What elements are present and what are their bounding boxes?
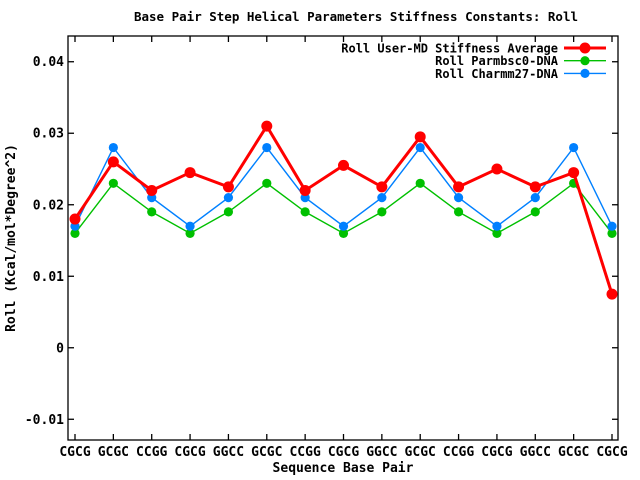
data-point-series-0 [299, 184, 311, 196]
data-point-series-2 [377, 193, 387, 203]
y-tick-label: 0.04 [33, 55, 64, 70]
x-tick-label: CCGG [136, 445, 167, 460]
axis-ticks [68, 36, 618, 440]
legend-label: Roll User-MD Stiffness Average [341, 42, 558, 56]
data-point-series-0 [606, 288, 618, 300]
data-point-series-1 [70, 228, 80, 238]
data-point-series-0 [376, 181, 388, 193]
data-point-series-0 [184, 167, 196, 179]
data-point-series-1 [223, 207, 234, 217]
legend-label: Roll Charmm27-DNA [435, 67, 559, 81]
data-point-series-0 [222, 181, 234, 193]
data-point-series-1 [492, 228, 502, 238]
data-point-series-2 [338, 221, 349, 231]
data-point-series-2 [453, 193, 464, 203]
x-tick-label: GGCC [520, 445, 551, 460]
legend-marker [579, 42, 591, 54]
data-point-series-0 [491, 163, 503, 175]
legend-marker [580, 56, 590, 66]
data-point-series-1 [338, 228, 349, 238]
x-tick-label: GCGC [98, 445, 129, 460]
x-tick-label: CCGG [443, 445, 474, 460]
data-point-series-2 [415, 142, 425, 153]
data-point-series-0 [414, 131, 426, 143]
data-point-series-0 [529, 181, 541, 193]
x-tick-label: CGCG [59, 445, 90, 460]
y-tick-label: 0.01 [33, 270, 64, 285]
x-tick-label: GCGC [405, 445, 436, 460]
x-tick-label: GCGC [558, 445, 589, 460]
x-axis-label: Sequence Base Pair [273, 461, 414, 476]
x-tick-label: GGCC [213, 445, 244, 460]
data-point-series-0 [338, 159, 349, 171]
data-point-series-2 [492, 221, 502, 231]
data-point-series-1 [300, 207, 310, 217]
x-tick-label: GGCC [366, 445, 397, 460]
data-point-series-1 [147, 207, 157, 217]
data-point-series-0 [453, 181, 465, 193]
data-point-series-1 [262, 178, 272, 188]
data-series [69, 120, 618, 300]
y-tick-labels: 0.04 0.03 0.02 0.01 0 -0.01 [25, 55, 64, 428]
data-point-series-1 [453, 207, 464, 217]
data-point-series-0 [146, 184, 158, 196]
y-axis-label: Roll (Kcal/mol*Degree^2) [4, 144, 19, 332]
data-point-series-0 [69, 213, 81, 225]
x-tick-labels: CGCG GCGC CCGG CGCG GGCC GCGC CCGG CGCG GGCC GCGC… [59, 445, 627, 460]
data-point-series-0 [261, 120, 273, 132]
data-point-series-1 [108, 178, 118, 188]
y-tick-label: 0.03 [33, 127, 64, 142]
legend-label: Roll Parmbsc0-DNA [435, 54, 559, 68]
y-tick-label: 0.02 [33, 198, 64, 213]
plot-border [67, 35, 619, 441]
data-point-series-2 [223, 193, 234, 203]
chart-title: Base Pair Step Helical Parameters Stiffn… [134, 9, 578, 24]
y-tick-label: -0.01 [25, 413, 64, 428]
data-point-series-2 [530, 193, 540, 203]
data-point-series-1 [530, 207, 540, 217]
data-point-series-2 [569, 142, 579, 153]
x-tick-label: CGCG [596, 445, 627, 460]
data-point-series-2 [262, 142, 272, 153]
data-point-series-2 [185, 221, 195, 231]
legend-marker [580, 68, 590, 78]
x-tick-label: CCGG [289, 445, 320, 460]
y-tick-label: 0 [56, 341, 64, 356]
data-point-series-1 [377, 207, 387, 217]
data-point-series-0 [107, 156, 119, 168]
data-point-series-2 [108, 142, 118, 153]
data-point-series-2 [607, 221, 617, 231]
x-tick-label: CGCG [328, 445, 359, 460]
data-point-series-1 [415, 178, 425, 188]
data-point-series-1 [607, 228, 617, 238]
x-tick-label: CGCG [174, 445, 205, 460]
x-tick-label: CGCG [481, 445, 512, 460]
data-point-series-1 [185, 228, 195, 238]
data-point-series-0 [568, 167, 580, 179]
x-tick-label: GCGC [251, 445, 282, 460]
